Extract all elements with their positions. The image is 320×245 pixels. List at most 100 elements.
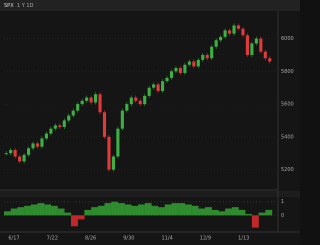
- indicator-bar: [10, 208, 18, 216]
- candle: [120, 110, 124, 129]
- candle: [192, 61, 196, 67]
- candle: [245, 35, 249, 55]
- price-tick-label: 5200: [281, 167, 294, 173]
- candle: [67, 115, 71, 121]
- candle: [210, 46, 214, 59]
- candle: [161, 81, 165, 91]
- candle: [35, 143, 40, 147]
- candle: [236, 25, 241, 29]
- candle: [174, 68, 178, 72]
- indicator-bar: [71, 215, 78, 227]
- candle: [165, 77, 169, 82]
- candle: [178, 68, 182, 73]
- indicator-bar: [218, 211, 226, 216]
- candle: [241, 28, 245, 36]
- indicator-bar: [231, 207, 239, 216]
- candle: [49, 128, 53, 134]
- candle: [44, 133, 48, 139]
- candle: [85, 97, 89, 101]
- candle: [102, 112, 107, 137]
- candle: [263, 51, 267, 59]
- candle: [156, 84, 160, 91]
- candle: [22, 154, 26, 162]
- indicator-bar: [17, 207, 25, 216]
- candle: [53, 125, 57, 129]
- indicator-bar: [178, 203, 186, 216]
- candle: [107, 136, 111, 170]
- candle: [71, 110, 75, 116]
- candle: [58, 125, 62, 128]
- time-label: 12/9: [200, 236, 211, 242]
- indicator-bar: [191, 205, 199, 216]
- candle: [80, 100, 84, 105]
- indicator-bar: [258, 212, 266, 216]
- indicator-bar: [245, 214, 253, 216]
- candle: [169, 71, 174, 78]
- indicator-bar: [91, 207, 98, 216]
- candle: [116, 128, 120, 157]
- price-tick-label: 5800: [281, 69, 294, 75]
- candle: [201, 54, 205, 60]
- price-tick-label: 6000: [281, 36, 294, 42]
- candle: [143, 95, 147, 105]
- candle: [187, 61, 191, 65]
- indicator-bar: [84, 209, 92, 216]
- time-label: 7/22: [47, 236, 58, 242]
- candle: [9, 149, 13, 154]
- candle: [13, 149, 17, 157]
- candle: [31, 143, 35, 149]
- time-label: 6/17: [8, 236, 19, 242]
- indicator-bar: [144, 203, 152, 216]
- candle: [228, 30, 232, 34]
- indicator-bar: [24, 205, 31, 216]
- indicator-bar: [265, 209, 273, 216]
- screen: SPX 1 Y 1D 5200 5400 5600 5800 6000 6/17 7/22 8…: [0, 0, 300, 242]
- candle: [254, 38, 258, 44]
- candle: [111, 156, 115, 170]
- symbol[interactable]: SPX: [4, 3, 14, 9]
- indicator-bar: [104, 203, 112, 216]
- indicator-bar: [124, 204, 132, 216]
- indicator-bar: [151, 205, 159, 216]
- candle: [27, 148, 31, 155]
- indicator-bar: [171, 203, 179, 216]
- indicator-tick-label: 0: [281, 213, 284, 219]
- time-label: 1/13: [238, 236, 249, 242]
- candle: [89, 97, 93, 103]
- candle: [268, 58, 272, 62]
- indicator-bar: [225, 208, 232, 216]
- indicator-bar: [64, 212, 72, 216]
- candle: [94, 94, 98, 103]
- toolbar: [0, 0, 300, 11]
- price-tick-label: 5400: [281, 134, 294, 140]
- candle: [62, 120, 66, 128]
- time-label: 11/4: [162, 236, 173, 242]
- indicator-bar: [50, 205, 58, 216]
- period[interactable]: 1 Y 1D: [17, 3, 34, 9]
- candle: [40, 138, 44, 147]
- indicator-bar: [131, 205, 139, 216]
- candle: [152, 84, 156, 88]
- indicator-bar: [44, 204, 52, 216]
- candle: [259, 38, 263, 52]
- candle: [125, 104, 129, 111]
- candle: [129, 97, 133, 105]
- indicator-bar: [57, 208, 65, 216]
- candle: [138, 100, 142, 105]
- candle: [147, 87, 151, 96]
- price-tick-label: 5600: [281, 102, 294, 108]
- indicator-bar: [211, 209, 219, 216]
- indicator-bar: [138, 204, 145, 216]
- indicator-header: [0, 191, 300, 197]
- time-label: 9/30: [123, 236, 134, 242]
- indicator-bar: [158, 207, 165, 216]
- candle: [76, 104, 80, 111]
- candle: [205, 54, 209, 59]
- indicator-bar: [164, 204, 172, 216]
- candle: [214, 40, 218, 47]
- indicator-bar: [4, 211, 11, 216]
- candle: [18, 156, 22, 162]
- candle: [4, 153, 8, 155]
- indicator-bar: [77, 215, 85, 220]
